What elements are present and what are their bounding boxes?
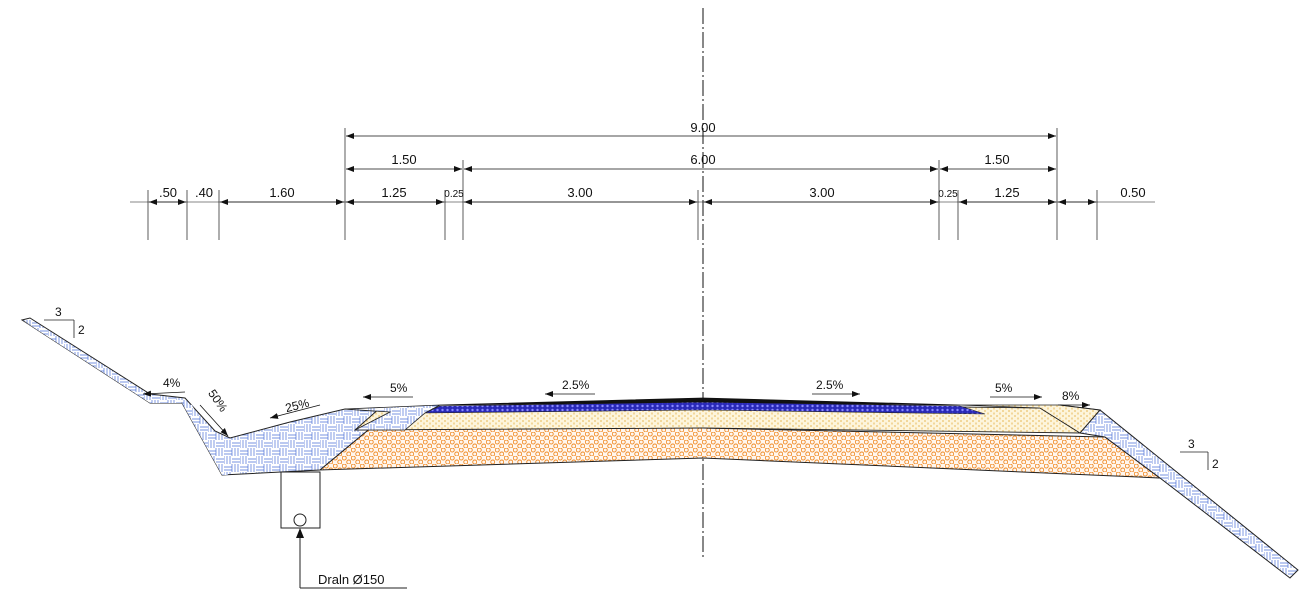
svg-text:4%: 4% bbox=[163, 376, 181, 390]
left-ratio-top: 3 bbox=[55, 305, 62, 319]
dimension-total-label: 9.00 bbox=[690, 120, 715, 135]
svg-text:8%: 8% bbox=[1062, 389, 1080, 403]
dimension-left-shoulder-label: 1.50 bbox=[391, 152, 416, 167]
left-cut-slope-topsoil bbox=[20, 317, 392, 476]
slope-left-lane: 2.5% bbox=[545, 378, 595, 397]
svg-text:50%: 50% bbox=[205, 387, 230, 415]
dimension-d2-label: .40 bbox=[195, 185, 213, 200]
dimension-d9-label: 1.25 bbox=[994, 185, 1019, 200]
left-shoulder-topsoil bbox=[344, 404, 441, 431]
svg-text:2.5%: 2.5% bbox=[816, 378, 844, 392]
right-fill-slope bbox=[1059, 404, 1299, 579]
dimension-right-shoulder-label: 1.50 bbox=[984, 152, 1009, 167]
slope-right-lane: 2.5% bbox=[812, 378, 860, 397]
slope-left-shoulder: 5% bbox=[363, 381, 413, 400]
binder-course bbox=[424, 401, 986, 415]
svg-text:5%: 5% bbox=[995, 381, 1013, 395]
right-slope-ratio: 3 2 bbox=[1180, 437, 1219, 471]
slope-right-verge: 8% bbox=[1058, 389, 1090, 408]
slope-berm: 25% bbox=[269, 396, 321, 419]
svg-text:25%: 25% bbox=[284, 396, 311, 415]
dimension-total: 9.00 bbox=[344, 120, 1058, 240]
right-ratio-top: 3 bbox=[1188, 437, 1195, 451]
dimension-d7-label: 3.00 bbox=[809, 185, 834, 200]
left-slope-band bbox=[22, 320, 228, 475]
drain-leader-arrow bbox=[296, 528, 304, 538]
left-ratio-side: 2 bbox=[78, 323, 85, 337]
dimension-row-3: .50 .40 1.60 1.25 0.25 3.00 3.00 0.25 1.… bbox=[130, 185, 1155, 240]
dimension-d6-label: 3.00 bbox=[567, 185, 592, 200]
dimension-d5-label: 0.25 bbox=[444, 189, 464, 200]
drain-label: Draln Ø150 bbox=[318, 572, 384, 587]
slope-right-shoulder: 5% bbox=[990, 381, 1042, 400]
dimension-carriageway-label: 6.00 bbox=[690, 152, 715, 167]
svg-text:2.5%: 2.5% bbox=[562, 378, 590, 392]
left-slope-ratio: 3 2 bbox=[44, 305, 85, 338]
dimension-d8-label: 0.25 bbox=[938, 189, 958, 200]
right-ratio-side: 2 bbox=[1212, 457, 1219, 471]
dimension-d10-label: 0.50 bbox=[1120, 185, 1145, 200]
slope-ditch-back: 4% bbox=[142, 376, 186, 397]
svg-text:5%: 5% bbox=[390, 381, 408, 395]
drain-pipe bbox=[293, 513, 307, 527]
dimension-d1-label: .50 bbox=[159, 185, 177, 200]
dimension-d3-label: 1.60 bbox=[269, 185, 294, 200]
dimension-row-2: 1.50 6.00 1.50 bbox=[346, 152, 1056, 240]
dimension-d4-label: 1.25 bbox=[381, 185, 406, 200]
